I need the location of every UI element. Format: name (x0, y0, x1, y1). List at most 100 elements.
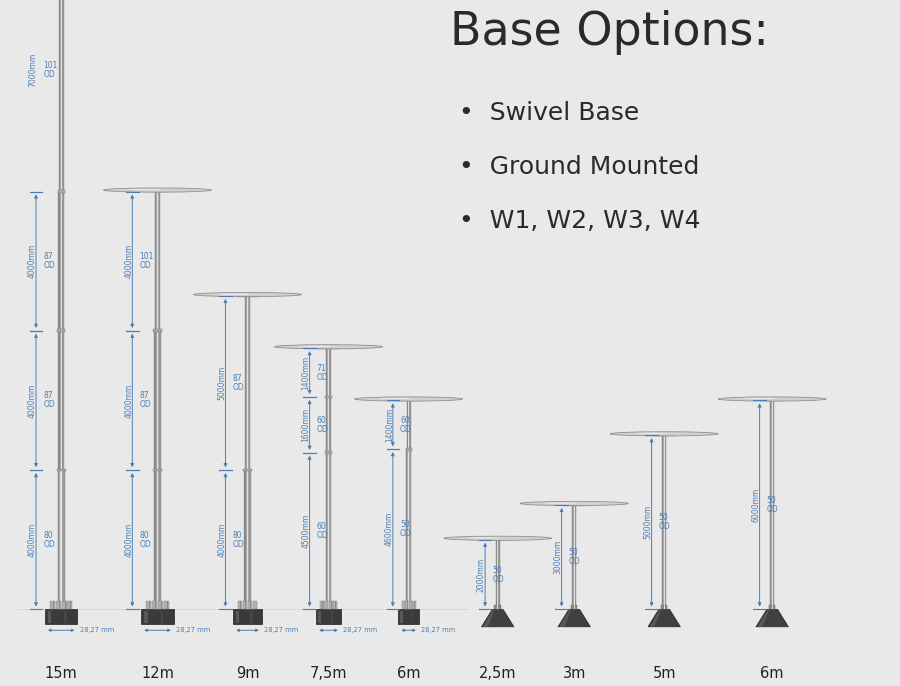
Bar (60, 470, 62, 609)
Bar (245, 296, 250, 470)
Bar (571, 605, 578, 609)
Text: 87
OD: 87 OD (43, 252, 55, 270)
Bar (53, 601, 54, 609)
Bar (773, 401, 774, 609)
Text: 28,27 mm: 28,27 mm (80, 627, 114, 633)
Bar (245, 470, 246, 609)
Text: 87
OD: 87 OD (232, 374, 245, 392)
Bar (487, 539, 508, 541)
Text: 60
OD: 60 OD (317, 416, 328, 434)
Bar (412, 601, 416, 609)
Text: 3m: 3m (562, 666, 586, 681)
Bar (58, 191, 64, 331)
Text: 28,27 mm: 28,27 mm (421, 627, 455, 633)
Bar (243, 601, 248, 609)
Bar (153, 469, 162, 471)
Bar (58, 191, 59, 331)
Bar (155, 601, 156, 609)
Bar (761, 400, 783, 401)
Circle shape (742, 398, 775, 399)
Circle shape (218, 294, 250, 295)
Bar (499, 540, 500, 609)
Text: 80
OD: 80 OD (43, 531, 55, 549)
Text: 71
OD: 71 OD (317, 364, 328, 381)
Bar (58, 190, 65, 193)
Polygon shape (648, 609, 680, 627)
Text: 9m: 9m (236, 666, 259, 681)
Bar (409, 601, 412, 609)
Bar (326, 453, 328, 609)
Text: 6m: 6m (760, 666, 784, 681)
Bar (575, 505, 576, 609)
Bar (407, 449, 410, 609)
Bar (154, 331, 161, 470)
Bar (496, 540, 500, 609)
Bar (329, 453, 331, 609)
Bar (68, 601, 72, 609)
Text: 7000mm: 7000mm (28, 53, 37, 86)
Text: 2,5m: 2,5m (479, 666, 517, 681)
Bar (60, 331, 62, 470)
Bar (770, 401, 771, 609)
Text: 50
OD: 50 OD (659, 513, 670, 532)
Circle shape (634, 433, 667, 434)
Bar (57, 329, 66, 332)
Polygon shape (558, 609, 590, 627)
Bar (245, 296, 246, 470)
Text: 50
OD: 50 OD (767, 496, 778, 514)
Bar (327, 348, 328, 397)
Text: 28,27 mm: 28,27 mm (176, 627, 211, 633)
Bar (153, 329, 162, 332)
Bar (61, 601, 67, 609)
Circle shape (718, 397, 826, 401)
Text: •  Ground Mounted: • Ground Mounted (459, 155, 699, 179)
Circle shape (379, 398, 411, 399)
Text: •  Swivel Base: • Swivel Base (459, 101, 639, 125)
Circle shape (520, 501, 628, 506)
Bar (331, 611, 333, 624)
Bar (248, 601, 252, 609)
Bar (155, 191, 160, 331)
Bar (60, 191, 62, 331)
Polygon shape (482, 609, 514, 627)
Bar (236, 611, 239, 624)
Bar (494, 605, 501, 609)
Bar (653, 435, 675, 436)
Bar (661, 605, 668, 609)
Bar (157, 191, 158, 331)
Text: 4000mm: 4000mm (124, 523, 133, 557)
Bar (58, 0, 64, 191)
Bar (154, 470, 161, 609)
Circle shape (610, 431, 718, 436)
Bar (407, 401, 408, 449)
Bar (58, 331, 59, 470)
Text: 3000mm: 3000mm (554, 540, 562, 574)
Bar (326, 453, 331, 609)
Bar (250, 611, 253, 624)
Bar (233, 609, 262, 624)
Bar (407, 401, 410, 449)
Bar (319, 611, 321, 624)
Text: 4000mm: 4000mm (28, 523, 37, 557)
Bar (245, 470, 250, 609)
Text: Base Options:: Base Options: (450, 10, 769, 56)
Bar (58, 0, 60, 191)
Bar (159, 470, 161, 609)
Bar (662, 436, 666, 609)
Text: 12m: 12m (141, 666, 174, 681)
Circle shape (299, 346, 331, 347)
Bar (157, 331, 158, 470)
Bar (243, 469, 252, 471)
Bar (58, 470, 65, 609)
Text: 4600mm: 4600mm (385, 512, 394, 547)
Text: 1600mm: 1600mm (302, 407, 310, 442)
Bar (328, 397, 329, 453)
Bar (70, 601, 71, 609)
Circle shape (128, 189, 160, 190)
Bar (166, 601, 167, 609)
Text: 50
OD: 50 OD (492, 565, 504, 584)
Text: 4000mm: 4000mm (28, 383, 37, 418)
Bar (253, 601, 257, 609)
Bar (157, 470, 158, 609)
Bar (56, 601, 61, 609)
